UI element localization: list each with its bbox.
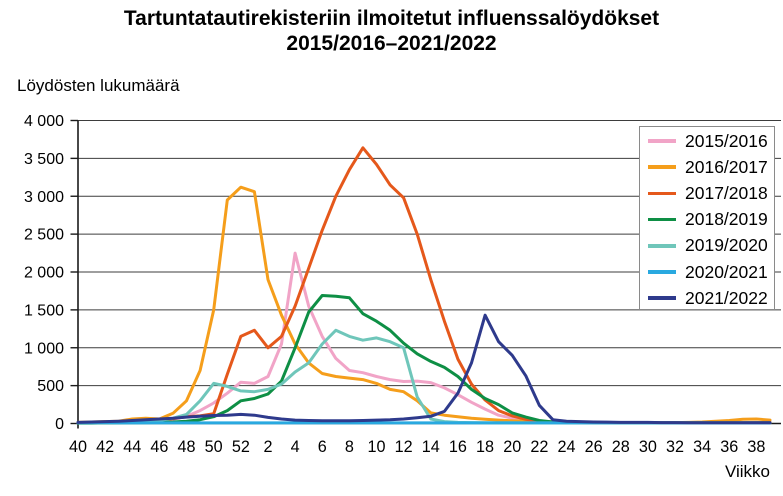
x-tick-label: 14: [422, 438, 440, 456]
y-tick-label: 0: [55, 416, 64, 433]
x-tick-label: 42: [96, 438, 114, 456]
series-line-2021/2022: [76, 313, 772, 425]
legend-swatch: [648, 191, 676, 196]
legend-label: 2016/2017: [685, 156, 768, 177]
legend-label: 2021/2022: [685, 287, 768, 308]
x-tick-label: 2: [263, 438, 272, 456]
legend-label: 2015/2016: [685, 130, 768, 151]
legend-item: 2020/2021: [648, 259, 774, 285]
legend: 2015/2016 2016/2017 2017/2018 2018/2019 2019…: [639, 126, 775, 310]
legend-label: 2019/2020: [685, 235, 768, 256]
x-tick-label: 10: [368, 438, 386, 456]
x-tick-label: 52: [232, 438, 250, 456]
x-tick-label: 22: [530, 438, 548, 456]
x-tick-label: 20: [503, 438, 521, 456]
legend-swatch: [648, 244, 676, 248]
legend-swatch: [648, 270, 676, 274]
legend-label: 2020/2021: [685, 261, 768, 282]
x-tick-label: 40: [69, 438, 87, 456]
legend-item: 2019/2020: [648, 233, 774, 259]
x-tick-label: 6: [318, 438, 327, 456]
x-tick-label: 16: [449, 438, 467, 456]
series-line-2019/2020: [76, 328, 772, 425]
legend-item: 2016/2017: [648, 154, 774, 180]
x-tick-label: 12: [395, 438, 413, 456]
y-tick-label: 2 500: [24, 227, 64, 244]
legend-item: 2018/2019: [648, 207, 774, 233]
chart-title: Tartuntatautirekisteriin ilmoitetut infl…: [0, 6, 783, 56]
x-tick-label: 18: [476, 438, 494, 456]
y-tick-label: 1 500: [24, 302, 64, 319]
x-tick-label: 24: [557, 438, 575, 456]
legend-swatch: [648, 165, 676, 170]
x-tick-label: 44: [123, 438, 141, 456]
legend-swatch: [648, 139, 676, 143]
x-tick-label: 28: [612, 438, 630, 456]
y-tick-label: 4 000: [24, 113, 64, 130]
x-tick-label: 46: [150, 438, 168, 456]
x-tick-label: 34: [693, 438, 711, 456]
legend-item: 2021/2022: [648, 285, 774, 311]
x-tick-label: 32: [666, 438, 684, 456]
x-tick-label: 30: [639, 438, 657, 456]
y-tick-label: 1 000: [24, 340, 64, 357]
y-tick-label: 2 000: [24, 265, 64, 282]
x-axis-title: Viikko: [724, 462, 770, 481]
y-axis-title: Löydösten lukumäärä: [17, 76, 180, 95]
x-tick-label: 48: [178, 438, 196, 456]
legend-label: 2017/2018: [685, 182, 768, 203]
y-tick-label: 3 500: [24, 151, 64, 168]
chart-title-line2: 2015/2016–2021/2022: [286, 32, 497, 55]
y-tick-label: 3 000: [24, 189, 64, 206]
legend-item: 2017/2018: [648, 180, 774, 206]
x-tick-label: 36: [720, 438, 738, 456]
legend-label: 2018/2019: [685, 209, 768, 230]
legend-item: 2015/2016: [648, 128, 774, 154]
legend-swatch: [648, 217, 676, 222]
x-tick-label: 8: [345, 438, 354, 456]
y-tick-label: 500: [37, 378, 64, 395]
chart-title-line1: Tartuntatautirekisteriin ilmoitetut infl…: [123, 7, 660, 30]
x-tick-label: 50: [205, 438, 223, 456]
x-tick-label: 4: [291, 438, 300, 456]
x-tick-label: 26: [585, 438, 603, 456]
legend-swatch: [648, 296, 676, 301]
x-tick-label: 38: [747, 438, 765, 456]
